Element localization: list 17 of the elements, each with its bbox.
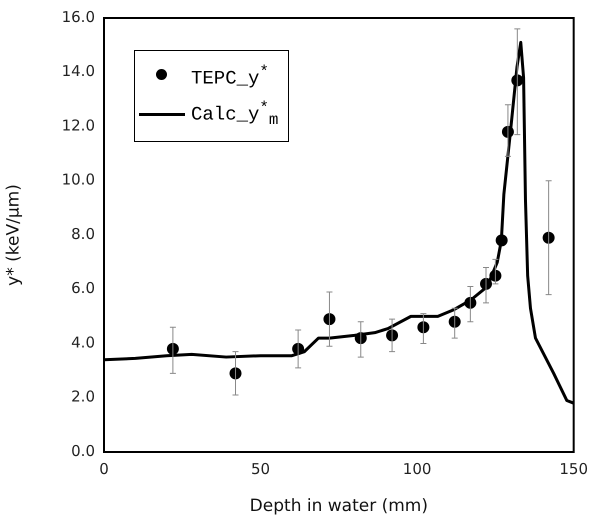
x-tick-label: 0	[99, 460, 109, 478]
y-tick-label: 2.0	[71, 388, 95, 406]
x-tick-label: 100	[402, 460, 432, 478]
y-tick-label: 6.0	[71, 279, 95, 298]
x-tick-label: 50	[251, 460, 270, 478]
y-tick-label: 14.0	[62, 62, 95, 80]
y-tick-label: 10.0	[62, 170, 95, 189]
point	[496, 234, 508, 246]
y-tick-label: 16.0	[62, 8, 95, 26]
y-tick-label: 0.0	[71, 442, 95, 460]
y-tick-label: 4.0	[71, 333, 95, 352]
legend-label: TEPC_y$^{*}$	[191, 62, 269, 92]
y-tick-label: 8.0	[71, 224, 95, 243]
y-axis-title: y* (keV/μm)	[4, 184, 24, 286]
x-tick-label: 150	[559, 460, 588, 478]
y-tick-label: 12.0	[62, 116, 95, 134]
x-axis-title: Depth in water (mm)	[250, 496, 428, 516]
